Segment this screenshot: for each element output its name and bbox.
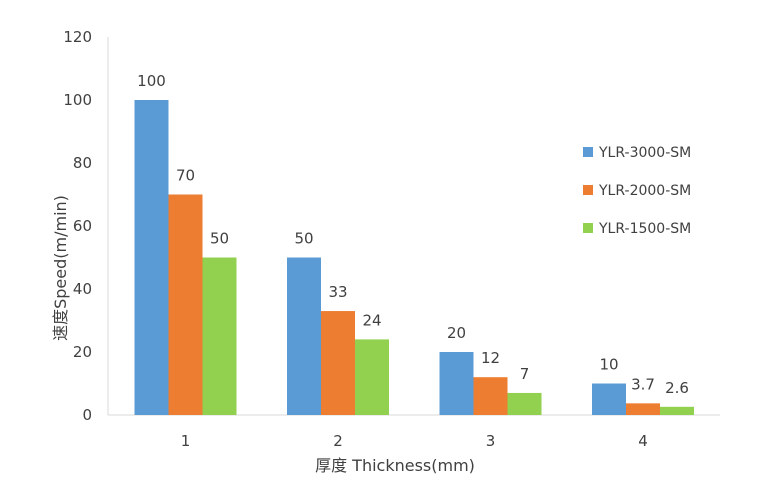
bar-series2-cat2 — [507, 392, 542, 415]
y-tick-label-4: 80 — [73, 154, 92, 172]
bar-series0-cat0 — [134, 100, 169, 415]
data-label-series2-cat1: 24 — [362, 311, 381, 329]
x-tick-label-2: 3 — [486, 432, 496, 450]
legend-swatch-0 — [583, 147, 593, 157]
y-tick-label-2: 40 — [73, 280, 92, 298]
data-label-series2-cat0: 50 — [210, 230, 229, 248]
legend-swatch-1 — [583, 185, 593, 195]
y-axis-title: 速度Speed(m/min) — [51, 195, 70, 341]
bar-series2-cat3 — [660, 406, 694, 415]
y-tick-label-6: 120 — [63, 28, 92, 46]
bar-series1-cat0 — [168, 194, 203, 415]
bar-series0-cat3 — [592, 383, 626, 415]
legend-label-1: YLR-2000-SM — [598, 183, 691, 199]
data-label-series2-cat3: 2.6 — [665, 379, 689, 397]
bar-series1-cat3 — [626, 403, 660, 415]
x-axis-title: 厚度 Thickness(mm) — [315, 456, 475, 475]
bar-series2-cat1 — [355, 339, 389, 415]
data-label-series1-cat3: 3.7 — [631, 375, 655, 393]
legend-label-2: YLR-1500-SM — [598, 221, 691, 237]
legend-label-0: YLR-3000-SM — [598, 145, 691, 161]
data-labels: 100 70 50 50 33 24 20 12 7 10 3.7 2.6 — [137, 72, 689, 397]
x-tick-labels: 1 2 3 4 — [181, 432, 648, 450]
y-tick-label-1: 20 — [73, 343, 92, 361]
bar-series0-cat2 — [439, 352, 474, 415]
data-label-series0-cat2: 20 — [447, 324, 466, 342]
bar-series0-cat1 — [287, 257, 321, 415]
y-tick-label-0: 0 — [82, 406, 92, 424]
legend-swatch-2 — [583, 223, 593, 233]
x-tick-label-1: 2 — [333, 432, 343, 450]
data-label-series0-cat1: 50 — [294, 230, 313, 248]
data-label-series0-cat0: 100 — [137, 72, 166, 90]
bar-series1-cat1 — [321, 311, 355, 415]
data-label-series1-cat1: 33 — [328, 283, 347, 301]
data-label-series0-cat3: 10 — [599, 356, 618, 374]
data-label-series1-cat2: 12 — [481, 349, 500, 367]
y-tick-label-3: 60 — [73, 217, 92, 235]
bar-series1-cat2 — [473, 377, 508, 415]
x-tick-label-0: 1 — [181, 432, 191, 450]
bar-series2-cat0 — [202, 257, 237, 415]
y-tick-label-5: 100 — [63, 91, 92, 109]
x-tick-label-3: 4 — [638, 432, 648, 450]
y-tick-labels: 0 20 40 60 80 100 120 — [63, 28, 92, 424]
data-label-series1-cat0: 70 — [176, 167, 195, 185]
data-label-series2-cat2: 7 — [520, 365, 530, 383]
legend: YLR-3000-SM YLR-2000-SM YLR-1500-SM — [583, 145, 691, 237]
bars — [134, 100, 694, 415]
